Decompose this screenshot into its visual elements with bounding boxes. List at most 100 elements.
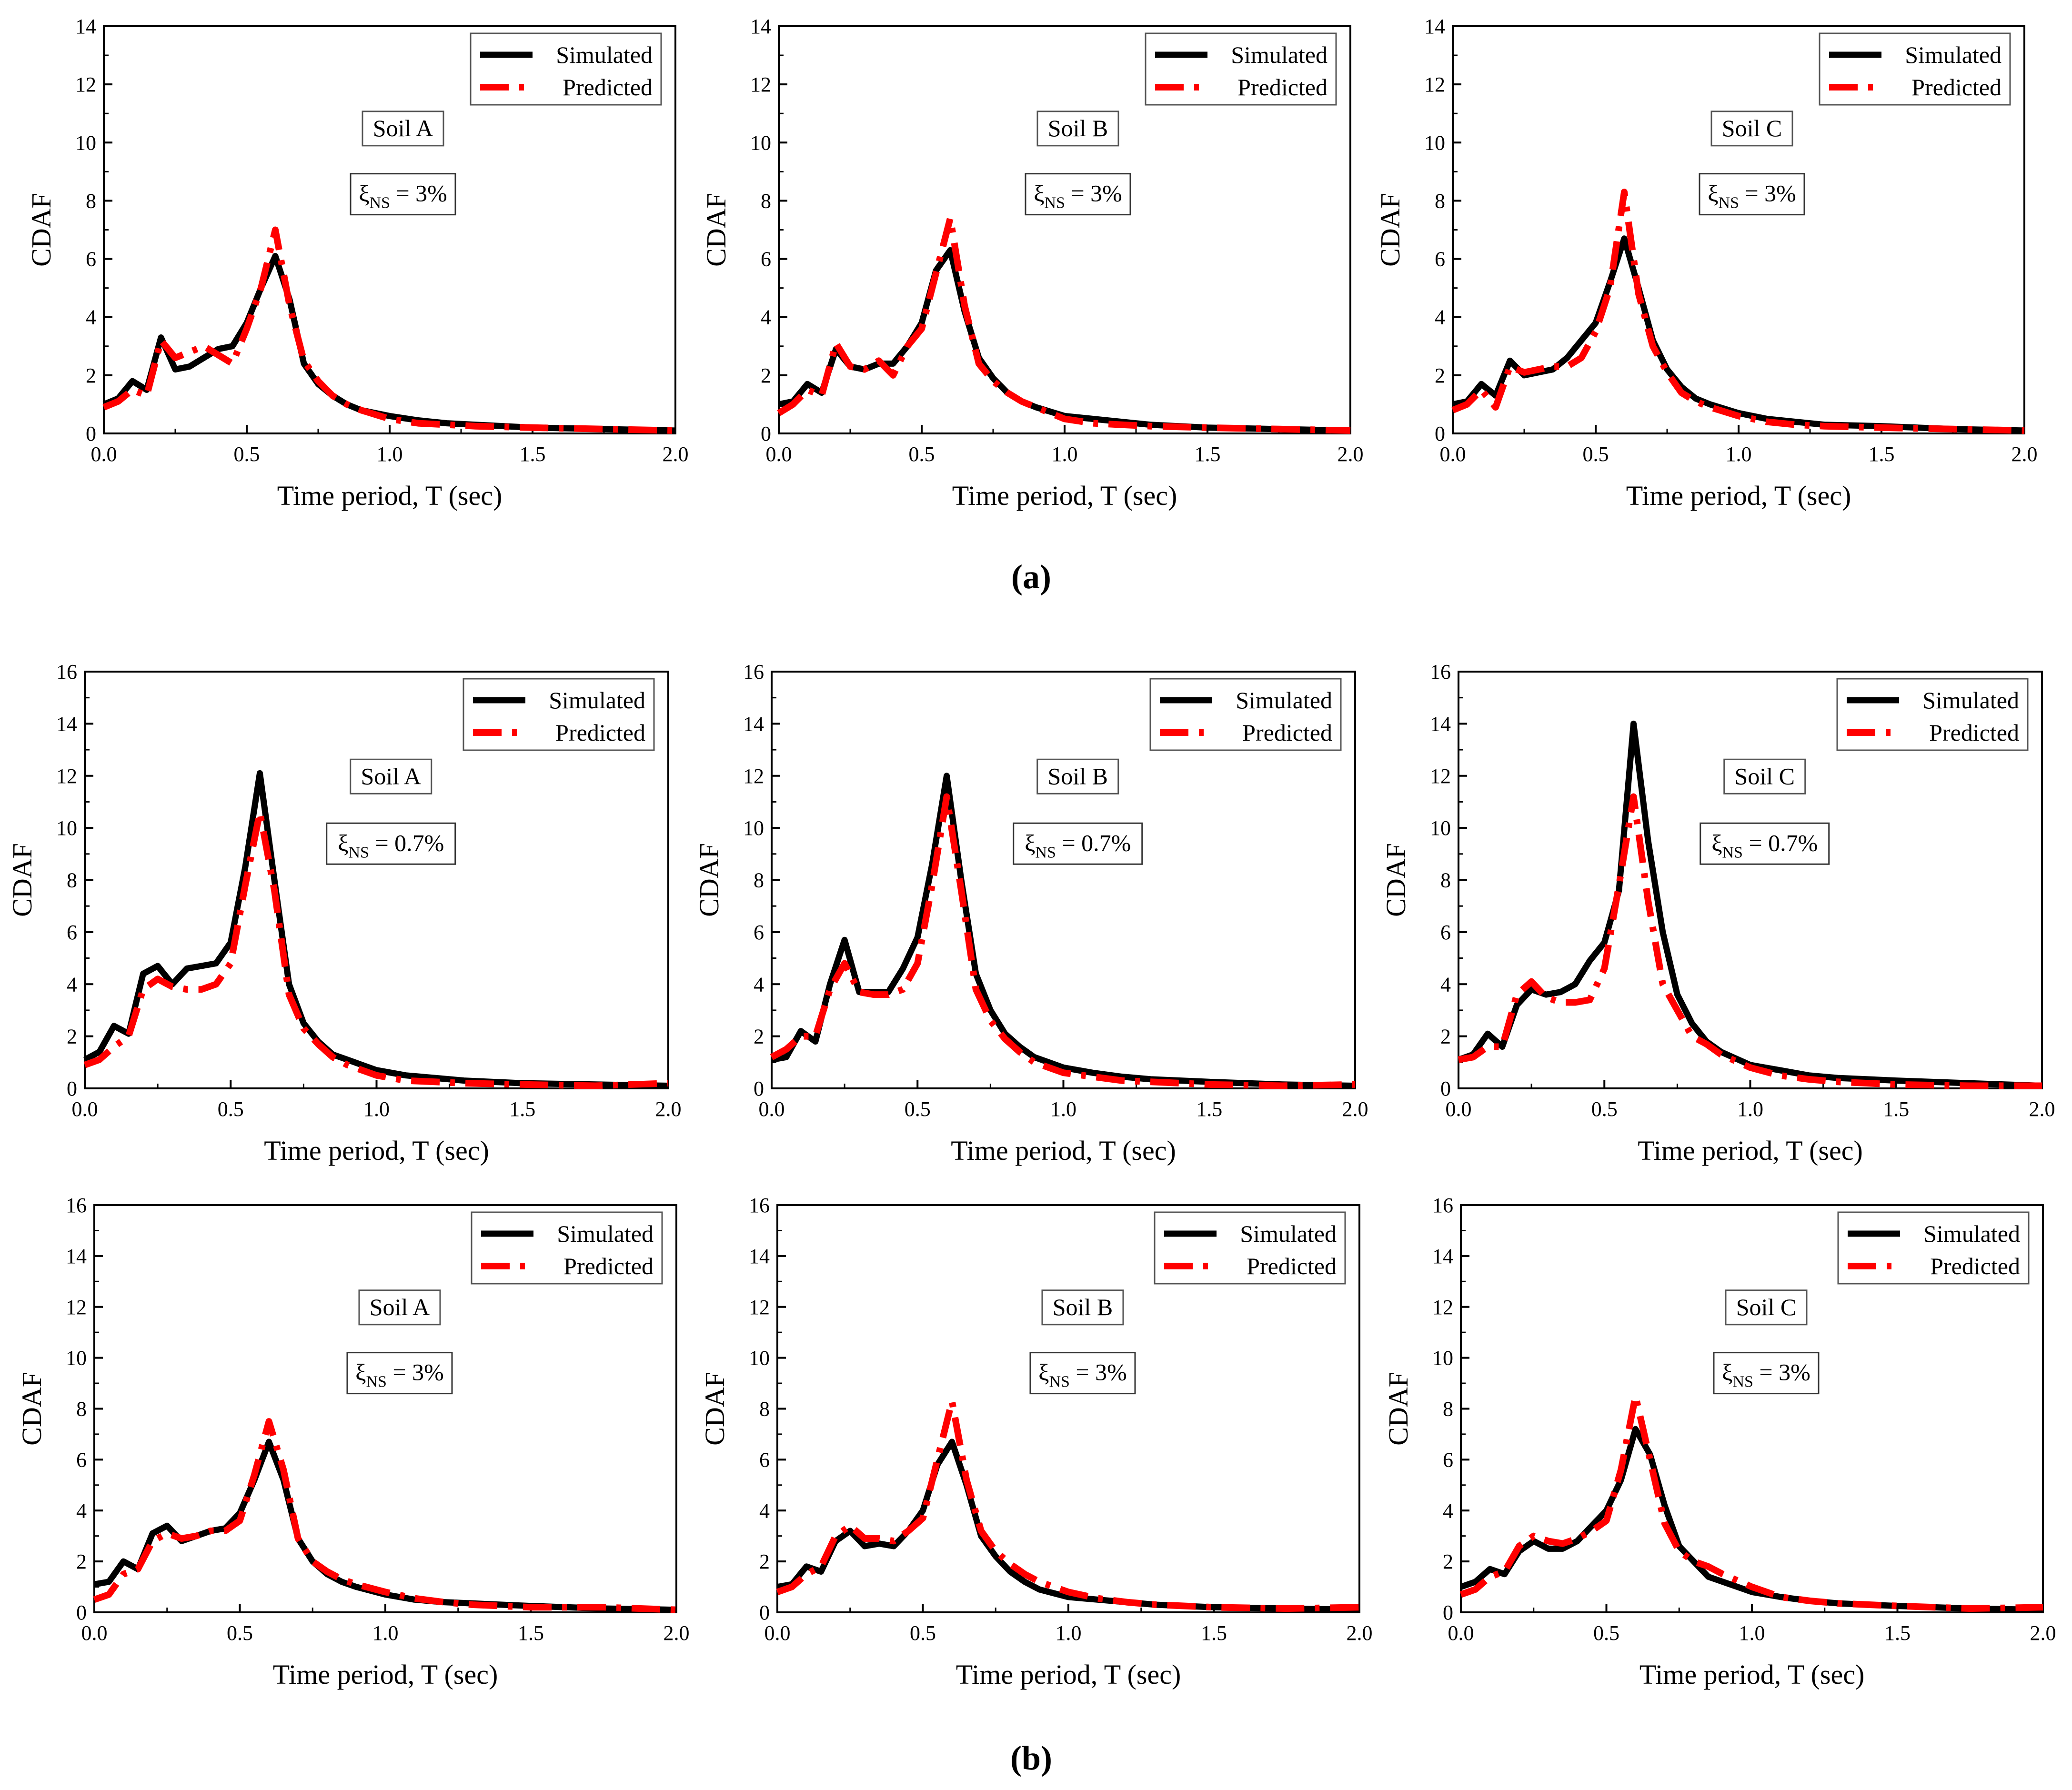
x-tick-label: 0.5 [1593,1621,1619,1645]
soil-box [1041,1289,1124,1326]
y-tick-label: 10 [749,1347,770,1370]
legend-box [1149,678,1342,751]
y-axis-label: CDAF [26,193,57,267]
damping-label: ξNS = 0.7% [1711,829,1818,861]
damping-box [326,822,456,865]
x-tick-label: 1.5 [1869,442,1895,466]
y-tick-label: 10 [750,131,771,154]
y-tick-label: 8 [761,189,771,212]
predicted-series-line [1458,793,2042,1089]
soil-box [350,758,433,794]
y-tick-label: 6 [761,248,771,271]
x-tick-label: 0.5 [218,1097,244,1121]
x-tick-label: 2.0 [663,442,689,466]
caption-a: (a) [1011,558,1051,596]
x-axis-label: Time period, T (sec) [952,480,1177,511]
simulated-series-line [1452,235,2025,434]
x-tick-label: 1.5 [1195,442,1221,466]
legend-predicted-label: Predicted [555,719,645,746]
y-tick-label: 4 [1443,1499,1453,1522]
y-tick-label: 2 [1435,364,1445,387]
damping-box [346,1352,453,1395]
chart-b3: 0.0 0.5 1.0 1.5 2.0 0 2 4 6 8 10 12 14 16 Time period,… [1380,660,2055,1166]
chart-c2: 0.0 0.5 1.0 1.5 2.0 0 2 4 6 8 10 12 14 16 Time period,… [699,1194,1373,1690]
predicted-series-line [776,1398,1360,1612]
damping-label: ξNS = 3% [1708,180,1796,212]
y-tick-label: 12 [66,1296,87,1319]
y-tick-label: 12 [743,764,764,788]
x-tick-label: 2.0 [2030,1621,2056,1645]
legend-predicted-label: Predicted [1247,1253,1337,1279]
y-tick-label: 6 [759,1448,770,1471]
damping-subscript: NS [348,844,369,861]
y-tick-label: 16 [1430,660,1451,684]
damping-subscript: NS [1035,844,1056,861]
y-tick-label: 8 [754,869,764,892]
y-tick-label: 8 [1435,189,1445,212]
y-tick-label: 8 [759,1398,770,1421]
y-tick-label: 0 [754,1077,764,1100]
x-tick-label: 1.5 [1884,1621,1911,1645]
y-tick-label: 8 [1443,1398,1453,1421]
damping-value: = 0.7% [369,829,444,856]
legend-box [471,1211,663,1285]
y-tick-label: 10 [56,816,77,840]
x-tick-label: 0.0 [759,1097,785,1121]
damping-box [1700,822,1830,865]
y-tick-label: 14 [1424,15,1445,38]
y-tick-label: 6 [754,921,764,944]
y-tick-label: 6 [1435,248,1445,271]
y-tick-label: 4 [759,1499,770,1522]
y-tick-label: 6 [1440,921,1451,944]
y-tick-label: 0 [761,422,771,445]
y-tick-label: 16 [56,660,77,684]
damping-symbol: ξ [1711,829,1722,856]
y-tick-label: 0 [1435,422,1445,445]
damping-label: ξNS = 3% [359,180,447,212]
damping-label: ξNS = 3% [1722,1359,1810,1391]
predicted-series-line [770,793,1356,1089]
y-tick-label: 2 [1440,1025,1451,1048]
x-tick-label: 1.5 [520,442,546,466]
damping-label: ξNS = 3% [355,1359,444,1391]
y-tick-label: 12 [75,73,96,96]
simulated-series-line [776,1438,1360,1613]
damping-subscript: NS [1718,194,1739,212]
legend-box [1837,1211,2030,1285]
x-tick-label: 0.0 [1440,442,1466,466]
y-tick-label: 14 [749,1245,770,1268]
damping-box [1713,1352,1820,1395]
y-tick-label: 6 [86,248,96,271]
damping-box [1013,822,1143,865]
predicted-series-line [83,809,669,1089]
damping-box [350,173,456,216]
y-axis-label: CDAF [1380,843,1411,917]
x-axis-label: Time period, T (sec) [1638,1135,1863,1166]
caption-b: (b) [1010,1739,1052,1777]
y-tick-label: 8 [1440,869,1451,892]
y-axis-label: CDAF [694,843,724,917]
y-axis-label: CDAF [1375,193,1406,267]
y-tick-label: 10 [1432,1347,1453,1370]
soil-box [1036,111,1119,147]
damping-value: = 3% [1739,180,1796,207]
chart-a3: 0.0 0.5 1.0 1.5 2.0 0 2 4 6 8 10 12 14 Time period, T… [1375,15,2038,511]
x-axis-label: Time period, T (sec) [956,1659,1181,1690]
y-tick-label: 12 [1430,764,1451,788]
x-tick-label: 1.0 [1050,1097,1076,1121]
legend-simulated-label: Simulated [556,41,653,68]
damping-box [1029,1352,1136,1395]
x-tick-label: 2.0 [2029,1097,2055,1121]
y-tick-label: 14 [750,15,771,38]
y-tick-label: 14 [75,15,96,38]
soil-label: Soil C [1736,1294,1796,1320]
damping-subscript: NS [366,1373,386,1391]
legend-predicted-label: Predicted [1242,719,1332,746]
y-tick-label: 10 [66,1347,87,1370]
x-axis-label: Time period, T (sec) [1639,1659,1865,1690]
soil-label: Soil C [1735,763,1795,789]
damping-value: = 3% [387,1359,444,1386]
simulated-series-line [83,770,669,1089]
x-tick-label: 2.0 [1347,1621,1373,1645]
